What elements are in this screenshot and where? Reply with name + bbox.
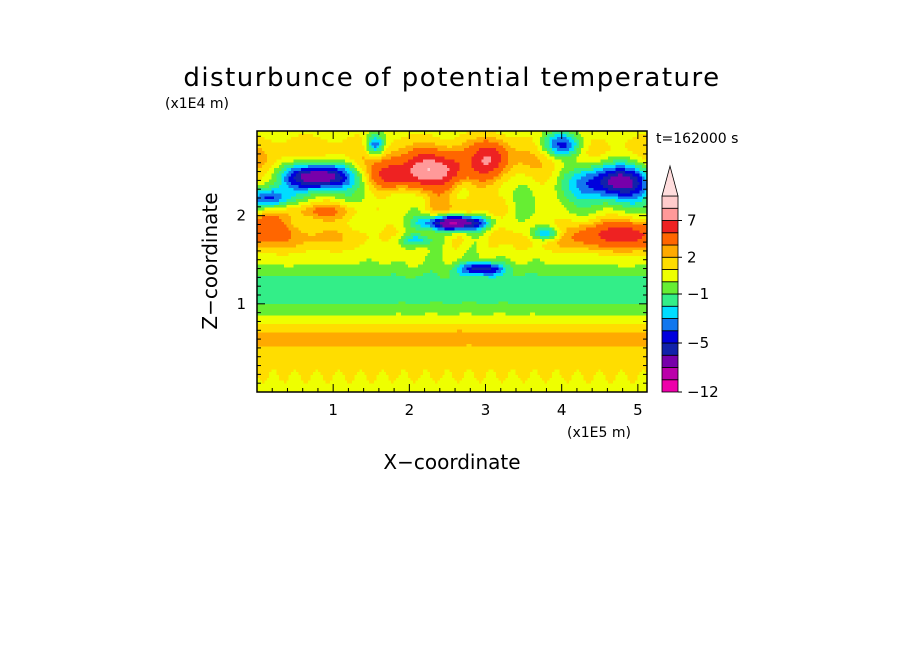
x-tick-label: 2	[405, 401, 415, 419]
colorbar-tick-label: −5	[687, 334, 709, 352]
colorbar-segment	[661, 269, 679, 283]
colorbar-segment	[661, 305, 679, 319]
colorbar-segment	[661, 281, 679, 295]
y-tick-label: 1	[236, 295, 246, 313]
time-label: t=162000 s	[656, 131, 738, 147]
colorbar-tick-label: −1	[687, 285, 709, 303]
colorbar-segment	[661, 379, 679, 393]
colorbar-segment	[661, 256, 679, 270]
colorbar-segment	[661, 330, 679, 344]
colorbar-segment	[661, 367, 679, 381]
colorbar-segment	[661, 220, 679, 234]
colorbar-segment	[661, 232, 679, 246]
y-axis-label: Z−coordinate	[198, 192, 222, 329]
colorbar-tick-label: 7	[687, 212, 697, 230]
colorbar-segment	[661, 318, 679, 332]
plot-frame	[256, 130, 648, 393]
colorbar-segment	[661, 195, 679, 209]
colorbar-segment	[661, 354, 679, 368]
colorbar-tick-label: −12	[687, 383, 719, 401]
chart-title: disturbunce of potential temperature	[183, 63, 720, 93]
colorbar-segment	[661, 244, 679, 258]
x-tick-label: 5	[633, 401, 643, 419]
colorbar-extend-arrow	[661, 164, 679, 197]
colorbar-segment	[661, 293, 679, 307]
x-tick-label: 1	[328, 401, 338, 419]
y-tick-label: 2	[236, 207, 246, 225]
colorbar-tick-label: 2	[687, 248, 697, 266]
x-axis-ticks: 1 2 3 4 5	[328, 401, 642, 419]
minor-ticks	[256, 131, 647, 393]
colorbar-segment	[661, 207, 679, 221]
x-axis-label: X−coordinate	[383, 450, 520, 474]
heatmap-field	[257, 131, 647, 392]
colorbar-segment	[661, 342, 679, 356]
x-tick-label: 3	[481, 401, 491, 419]
y-axis-ticks: 12	[236, 207, 246, 313]
x-scale-label: (x1E5 m)	[567, 425, 631, 441]
y-scale-label: (x1E4 m)	[165, 96, 229, 112]
x-tick-label: 4	[557, 401, 567, 419]
colorbar: 7 2 −1 −5 −12	[661, 164, 719, 401]
